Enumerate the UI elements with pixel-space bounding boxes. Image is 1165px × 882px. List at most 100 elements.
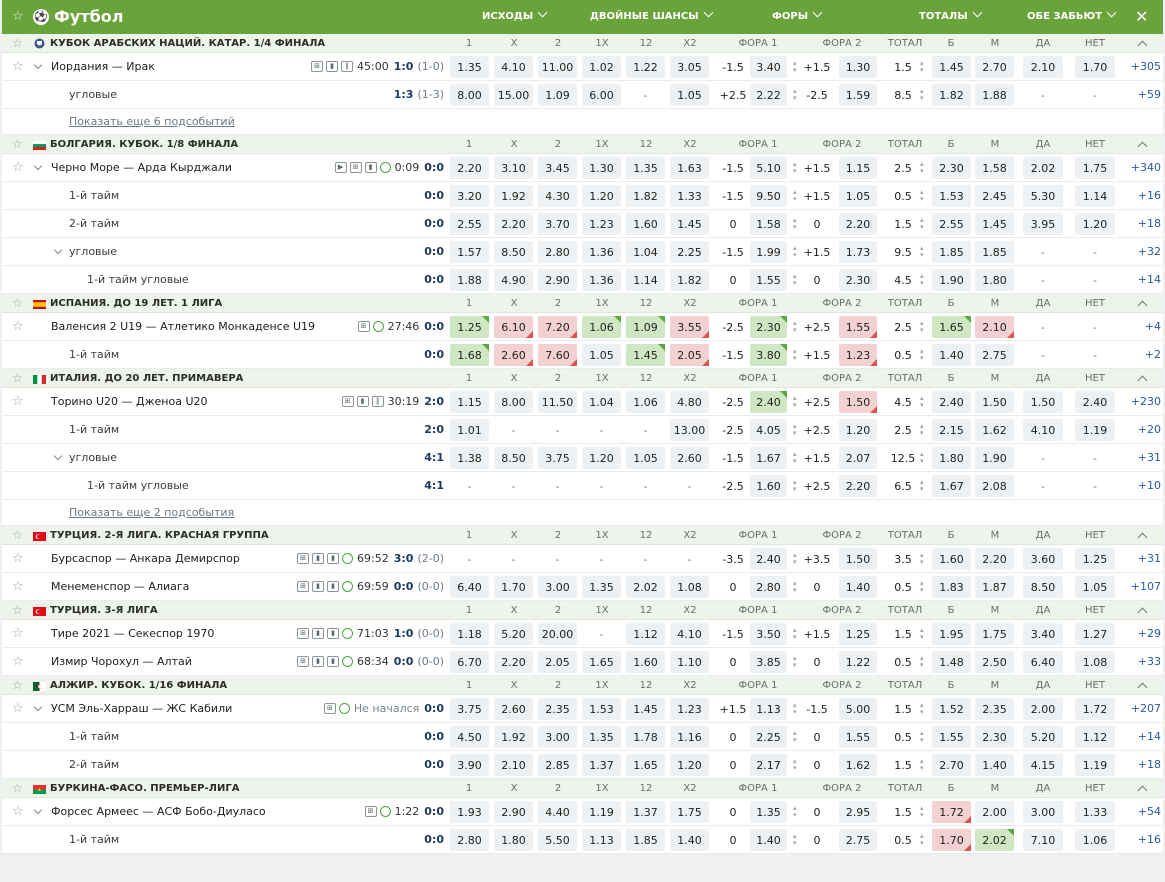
league-header[interactable]: ☆ ТУРЦИЯ. 2-Я ЛИГА. КРАСНАЯ ГРУППА 1 X 2 1X 12… — [2, 526, 1163, 545]
league-name[interactable]: БУРКИНА-ФАСО. ПРЕМЬЕР-ЛИГА — [50, 782, 240, 794]
show-more-link[interactable]: Показать еще 2 подсобытия — [69, 506, 235, 519]
expand-chevron-icon[interactable] — [33, 161, 43, 171]
line-switch-icon[interactable]: ▴ ▾ — [793, 832, 797, 847]
more-markets-link[interactable]: +31 — [1137, 552, 1161, 565]
league-name[interactable]: КУБОК АРАБСКИХ НАЦИЙ. КАТАР. 1/4 ФИНАЛА — [50, 37, 326, 49]
line-switch-icon[interactable]: ▴ ▾ — [920, 579, 924, 594]
total-over-odd[interactable]: 1.53 — [932, 185, 971, 207]
event-teams[interactable]: Торино U20 — Дженоа U20 — [51, 395, 208, 408]
line-switch-icon[interactable]: ▴ ▾ — [920, 729, 924, 744]
both-score-odd[interactable]: 5.20 — [1023, 726, 1063, 748]
odd-cell[interactable]: 1.38 — [450, 447, 489, 469]
odd-cell[interactable]: 1.93 — [450, 801, 489, 823]
line-switch-icon[interactable]: ▴ ▾ — [793, 87, 797, 102]
odd-cell[interactable]: 4.10 — [494, 56, 533, 78]
odd-cell[interactable]: 13.00 — [670, 419, 709, 441]
both-score-odd[interactable]: 1.05 — [1075, 576, 1115, 598]
line-switch-icon[interactable]: ▴ ▾ — [793, 319, 797, 334]
total-under-odd[interactable]: 1.85 — [975, 241, 1014, 263]
handicap-1-odd[interactable]: 1.13 — [750, 698, 787, 720]
odd-cell[interactable]: 1.04 — [582, 391, 621, 413]
odd-cell[interactable]: 3.70 — [538, 213, 577, 235]
handicap-2-odd[interactable]: 1.25 — [839, 623, 877, 645]
handicap-2-odd[interactable]: 1.73 — [839, 241, 877, 263]
total-over-odd[interactable]: 1.95 — [932, 623, 971, 645]
event-teams[interactable]: Тире 2021 — Секеспор 1970 — [51, 627, 215, 640]
more-markets-link[interactable]: +107 — [1130, 580, 1161, 593]
subevent-name[interactable]: угловые — [69, 88, 117, 101]
line-switch-icon[interactable]: ▴ ▾ — [920, 654, 924, 669]
subevent-row[interactable]: 1-й тайм 0:0 3.20 1.92 4.30 1.20 1.82 1.33 -1.5 9… — [2, 182, 1163, 210]
handicap-1-odd[interactable]: 1.35 — [750, 801, 787, 823]
odd-cell[interactable]: 3.00 — [538, 576, 577, 598]
odd-cell[interactable]: 2.55 — [450, 213, 489, 235]
league-name[interactable]: БОЛГАРИЯ. КУБОК. 1/8 ФИНАЛА — [50, 138, 239, 150]
total-under-odd[interactable]: 2.02 — [975, 829, 1014, 851]
both-score-odd[interactable]: 1.20 — [1075, 213, 1115, 235]
total-over-odd[interactable]: 1.45 — [932, 56, 971, 78]
odd-cell[interactable]: 1.85 — [626, 829, 665, 851]
handicap-1-odd[interactable]: 1.67 — [750, 447, 787, 469]
handicap-2-odd[interactable]: 5.00 — [839, 698, 877, 720]
odd-cell[interactable]: 4.40 — [538, 801, 577, 823]
odd-cell[interactable]: 1.45 — [670, 213, 709, 235]
handicap-1-odd[interactable]: 1.58 — [750, 213, 787, 235]
odd-cell[interactable]: 1.08 — [670, 576, 709, 598]
odd-cell[interactable]: 1.05 — [582, 344, 621, 366]
handicap-1-odd[interactable]: 2.30 — [750, 316, 787, 338]
handicap-1-odd[interactable]: 2.22 — [750, 84, 787, 106]
league-header[interactable]: ☆ АЛЖИР. КУБОК. 1/16 ФИНАЛА 1 X 2 1X 12 X2 ФОРА … — [2, 676, 1163, 695]
odd-cell[interactable]: 3.05 — [670, 56, 709, 78]
both-score-odd[interactable]: 8.50 — [1023, 576, 1063, 598]
more-markets-link[interactable]: +54 — [1137, 805, 1161, 818]
line-switch-icon[interactable]: ▴ ▾ — [793, 804, 797, 819]
more-markets-link[interactable]: +305 — [1130, 60, 1161, 73]
line-switch-icon[interactable]: ▴ ▾ — [920, 59, 924, 74]
line-switch-icon[interactable]: ▴ ▾ — [793, 422, 797, 437]
both-score-odd[interactable]: 1.06 — [1075, 829, 1115, 851]
expand-chevron-icon[interactable] — [53, 451, 63, 461]
league-header[interactable]: ☆ КУБОК АРАБСКИХ НАЦИЙ. КАТАР. 1/4 ФИНАЛА… — [2, 34, 1163, 53]
league-header[interactable]: ☆ БОЛГАРИЯ. КУБОК. 1/8 ФИНАЛА 1 X 2 1X 12 X2 ФОР… — [2, 135, 1163, 154]
subevent-name[interactable]: 1-й тайм угловые — [87, 273, 189, 286]
total-over-odd[interactable]: 2.40 — [932, 391, 971, 413]
favorite-star-icon[interactable]: ☆ — [12, 626, 24, 641]
odd-cell[interactable]: 7.60 — [538, 344, 577, 366]
odd-cell[interactable]: 1.88 — [450, 269, 489, 291]
event-row[interactable]: ☆ УСМ Эль-Харраш — ЖС Кабили ⊞ Не начался 0:… — [2, 695, 1163, 723]
event-row[interactable]: ☆ Черно Море — Арда Кырджали ▶ ⊞ ▮ 0:09 0:0 2.2… — [2, 154, 1163, 182]
market-group-totals[interactable]: ТОТАЛЫ — [919, 7, 983, 24]
subevent-row[interactable]: угловые 0:0 1.57 8.50 2.80 1.36 1.04 2.25 -1.5 1.… — [2, 238, 1163, 266]
odd-cell[interactable]: 1.16 — [670, 726, 709, 748]
handicap-2-odd[interactable]: 1.50 — [839, 391, 877, 413]
both-score-odd[interactable]: 2.02 — [1023, 157, 1063, 179]
both-score-odd[interactable]: 1.75 — [1075, 157, 1115, 179]
handicap-2-odd[interactable]: 1.23 — [839, 344, 877, 366]
odd-cell[interactable]: 7.20 — [538, 316, 577, 338]
favorite-star-icon[interactable]: ☆ — [12, 36, 23, 50]
line-switch-icon[interactable]: ▴ ▾ — [920, 422, 924, 437]
odd-cell[interactable]: 1.15 — [450, 391, 489, 413]
odd-cell[interactable]: 3.75 — [450, 698, 489, 720]
stats-icon[interactable]: ▮ — [327, 628, 340, 639]
collapse-chevron-icon[interactable] — [1137, 375, 1148, 386]
total-under-odd[interactable]: 2.45 — [975, 185, 1014, 207]
video-icon[interactable]: ▶ — [334, 162, 347, 173]
handicap-2-odd[interactable]: 1.62 — [839, 754, 877, 776]
favorite-star-icon[interactable]: ☆ — [12, 579, 24, 594]
favorite-star-icon[interactable]: ☆ — [12, 160, 24, 175]
total-over-odd[interactable]: 2.55 — [932, 213, 971, 235]
line-switch-icon[interactable]: ▴ ▾ — [920, 804, 924, 819]
line-switch-icon[interactable]: ▴ ▾ — [920, 701, 924, 716]
favorite-star-icon[interactable]: ☆ — [12, 371, 23, 385]
odd-cell[interactable]: 1.35 — [626, 157, 665, 179]
odd-cell[interactable]: 4.10 — [670, 623, 709, 645]
field-icon[interactable]: ⊞ — [297, 628, 310, 639]
market-group-outcomes[interactable]: ИСХОДЫ — [482, 7, 548, 24]
league-name[interactable]: ИТАЛИЯ. ДО 20 ЛЕТ. ПРИМАВЕРА — [50, 372, 244, 384]
odd-cell[interactable]: 1.05 — [626, 447, 665, 469]
expand-chevron-icon[interactable] — [33, 60, 43, 70]
odd-cell[interactable]: 3.20 — [450, 185, 489, 207]
handicap-1-odd[interactable]: 9.50 — [750, 185, 787, 207]
more-markets-link[interactable]: +207 — [1130, 702, 1161, 715]
